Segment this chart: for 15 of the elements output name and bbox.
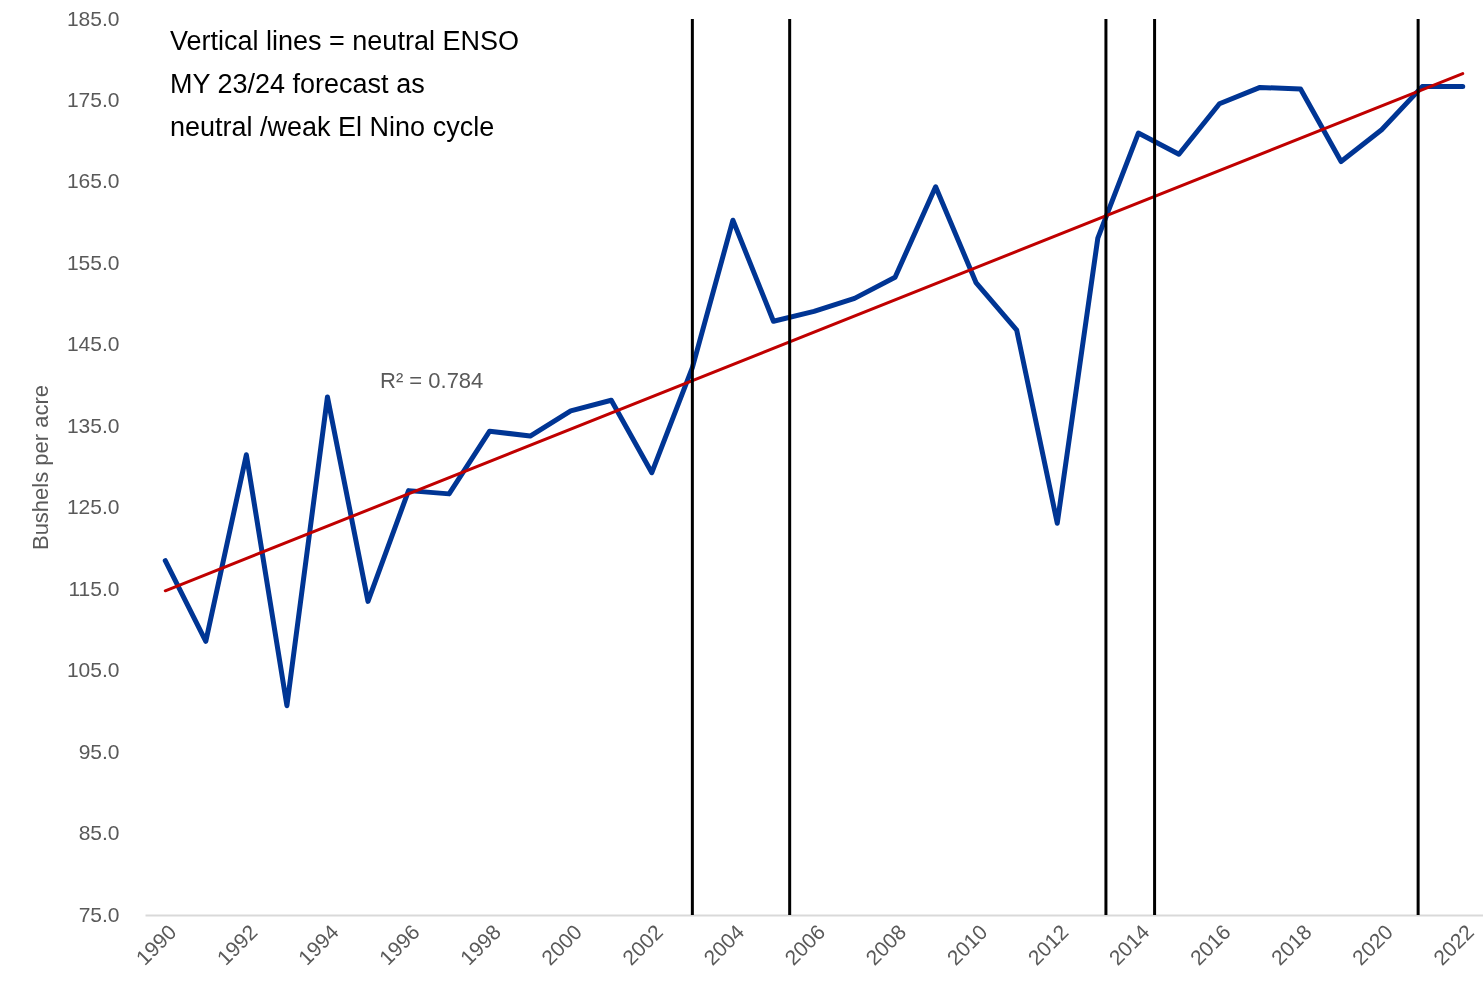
y-tick-label: 125.0	[66, 495, 120, 519]
y-axis-title: Bushels per acre	[27, 384, 53, 551]
y-tick-label: 175.0	[66, 87, 120, 111]
y-tick-label: 105.0	[66, 658, 120, 682]
y-tick-label: 155.0	[66, 250, 120, 274]
y-tick-label: 85.0	[78, 821, 120, 845]
y-tick-label: 185.0	[66, 6, 120, 30]
y-tick-label: 145.0	[66, 332, 120, 356]
annotation: Vertical lines = neutral ENSO MY 23/24 forecast as neutral /weak El Nino cycle	[170, 26, 519, 143]
y-tick-label: 165.0	[66, 169, 120, 193]
annotation: R² = 0.784	[380, 368, 484, 393]
y-tick-label: 75.0	[78, 902, 120, 926]
y-tick-label: 115.0	[68, 576, 120, 600]
y-tick-label: 95.0	[78, 739, 120, 763]
y-tick-label: 135.0	[66, 413, 120, 437]
